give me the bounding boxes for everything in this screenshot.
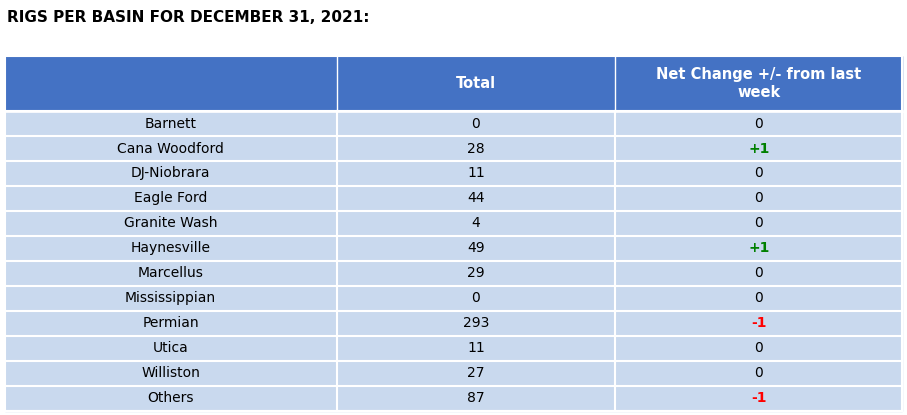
Text: Williston: Williston [141, 366, 200, 381]
Text: 0: 0 [755, 291, 763, 305]
Text: Barnett: Barnett [144, 117, 197, 130]
Text: 11: 11 [467, 342, 485, 355]
Text: 0: 0 [755, 266, 763, 281]
Text: 11: 11 [467, 166, 485, 181]
Text: Net Change +/- from last
week: Net Change +/- from last week [656, 67, 862, 100]
Text: 0: 0 [755, 217, 763, 230]
Text: Haynesville: Haynesville [131, 242, 210, 256]
Text: Utica: Utica [152, 342, 189, 355]
Text: Mississippian: Mississippian [125, 291, 216, 305]
Text: Others: Others [148, 391, 194, 405]
Text: 0: 0 [755, 191, 763, 205]
Bar [5, 111, 902, 411]
Text: 0: 0 [755, 166, 763, 181]
Text: Marcellus: Marcellus [138, 266, 203, 281]
Text: 293: 293 [463, 316, 489, 330]
Text: Eagle Ford: Eagle Ford [134, 191, 208, 205]
Text: -1: -1 [751, 391, 766, 405]
Text: Permian: Permian [142, 316, 199, 330]
Text: +1: +1 [748, 242, 769, 256]
Text: 27: 27 [467, 366, 484, 381]
Text: 29: 29 [467, 266, 484, 281]
Text: 0: 0 [472, 291, 481, 305]
Text: 4: 4 [472, 217, 481, 230]
Text: +1: +1 [748, 142, 769, 156]
Text: 0: 0 [472, 117, 481, 130]
Text: Granite Wash: Granite Wash [124, 217, 218, 230]
Text: Total: Total [456, 76, 496, 91]
Text: 44: 44 [467, 191, 484, 205]
Text: 0: 0 [755, 117, 763, 130]
Text: 0: 0 [755, 366, 763, 381]
Text: 87: 87 [467, 391, 484, 405]
Bar [5, 56, 902, 111]
Text: Cana Woodford: Cana Woodford [117, 142, 224, 156]
Text: 28: 28 [467, 142, 484, 156]
Text: DJ-Niobrara: DJ-Niobrara [131, 166, 210, 181]
Text: RIGS PER BASIN FOR DECEMBER 31, 2021:: RIGS PER BASIN FOR DECEMBER 31, 2021: [7, 10, 370, 25]
Text: 49: 49 [467, 242, 484, 256]
Text: 0: 0 [755, 342, 763, 355]
Text: -1: -1 [751, 316, 766, 330]
